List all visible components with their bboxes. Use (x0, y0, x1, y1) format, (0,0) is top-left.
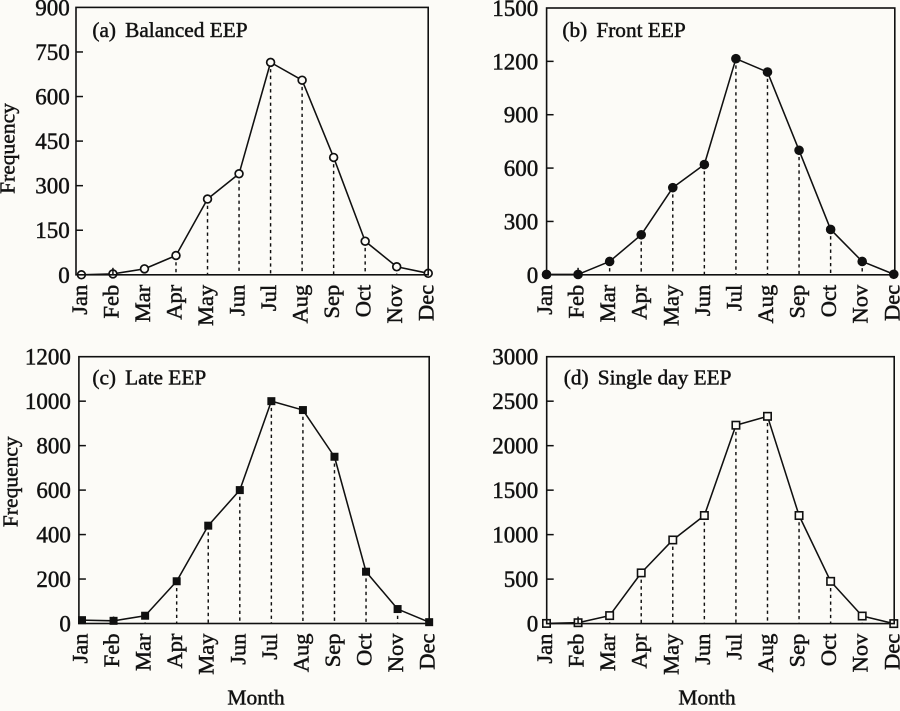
svg-text:(a) Balanced EEP: (a) Balanced EEP (92, 18, 247, 42)
svg-text:800: 800 (36, 434, 71, 459)
svg-text:600: 600 (36, 478, 71, 503)
svg-text:Nov: Nov (383, 633, 408, 672)
svg-text:Feb: Feb (564, 285, 589, 319)
svg-text:Oct: Oct (352, 633, 377, 666)
svg-text:1000: 1000 (492, 523, 538, 548)
svg-text:Aug: Aug (288, 285, 313, 324)
svg-text:Feb: Feb (98, 285, 123, 319)
svg-text:3000: 3000 (492, 345, 538, 370)
svg-text:Jan: Jan (532, 285, 557, 315)
svg-text:(d) Single day EEP: (d) Single day EEP (564, 365, 732, 389)
svg-text:400: 400 (36, 523, 71, 548)
svg-text:Sep: Sep (319, 285, 344, 319)
svg-text:Sep: Sep (320, 634, 345, 668)
svg-text:Feb: Feb (564, 634, 589, 668)
svg-text:Jun: Jun (225, 285, 250, 316)
svg-text:2500: 2500 (492, 389, 538, 414)
svg-text:Jan: Jan (532, 634, 557, 664)
svg-text:Dec: Dec (415, 633, 440, 669)
svg-text:Oct: Oct (816, 633, 841, 666)
svg-text:Jun: Jun (225, 634, 250, 665)
svg-text:(c) Late EEP: (c) Late EEP (92, 365, 206, 389)
svg-text:600: 600 (504, 156, 539, 181)
svg-text:May: May (658, 633, 683, 675)
svg-text:300: 300 (35, 174, 70, 199)
svg-text:0: 0 (59, 611, 71, 636)
svg-text:1500: 1500 (492, 478, 538, 503)
svg-text:1000: 1000 (25, 389, 71, 414)
svg-text:Apr: Apr (162, 633, 187, 668)
svg-text:Sep: Sep (785, 634, 810, 668)
svg-text:Month: Month (227, 685, 285, 706)
svg-text:Aug: Aug (753, 634, 778, 673)
svg-text:Mar: Mar (131, 633, 156, 671)
svg-text:1200: 1200 (492, 49, 538, 74)
svg-text:Nov: Nov (848, 284, 873, 323)
svg-text:0: 0 (58, 263, 70, 288)
svg-text:Month: Month (678, 685, 736, 706)
svg-text:Aug: Aug (288, 634, 313, 673)
svg-text:Frequency: Frequency (0, 103, 20, 194)
svg-text:May: May (194, 633, 219, 675)
svg-text:Jul: Jul (256, 285, 281, 311)
svg-text:May: May (658, 284, 683, 326)
svg-text:Oct: Oct (816, 284, 841, 317)
svg-text:0: 0 (527, 612, 539, 637)
svg-text:900: 900 (35, 0, 70, 20)
svg-text:2000: 2000 (492, 434, 538, 459)
svg-text:Dec: Dec (414, 285, 439, 321)
svg-text:Aug: Aug (753, 285, 778, 324)
svg-text:Sep: Sep (785, 285, 810, 319)
svg-text:(b) Front EEP: (b) Front EEP (562, 18, 685, 42)
svg-text:May: May (193, 284, 218, 326)
svg-text:1200: 1200 (25, 345, 71, 370)
svg-text:Jul: Jul (257, 634, 282, 660)
svg-text:Mar: Mar (595, 284, 620, 322)
svg-text:Apr: Apr (627, 284, 652, 319)
svg-text:Nov: Nov (382, 284, 407, 323)
svg-text:450: 450 (35, 129, 70, 154)
svg-text:150: 150 (35, 218, 70, 243)
svg-text:Jul: Jul (721, 634, 746, 660)
svg-text:Mar: Mar (130, 284, 155, 322)
svg-text:200: 200 (36, 567, 71, 592)
svg-text:Dec: Dec (879, 285, 900, 321)
svg-text:Nov: Nov (848, 633, 873, 672)
svg-text:1500: 1500 (492, 0, 538, 21)
svg-text:600: 600 (35, 84, 70, 109)
svg-text:Oct: Oct (351, 284, 376, 317)
svg-text:300: 300 (504, 209, 539, 234)
svg-text:900: 900 (504, 103, 539, 128)
svg-text:0: 0 (527, 263, 539, 288)
svg-text:Jan: Jan (68, 634, 93, 664)
svg-text:Jan: Jan (67, 285, 92, 315)
svg-text:Mar: Mar (595, 633, 620, 671)
svg-text:Jun: Jun (690, 634, 715, 665)
svg-text:Jul: Jul (721, 285, 746, 311)
svg-text:Apr: Apr (627, 633, 652, 668)
svg-text:750: 750 (35, 40, 70, 65)
svg-text:Jun: Jun (690, 285, 715, 316)
svg-text:Frequency: Frequency (0, 436, 23, 527)
svg-text:Feb: Feb (99, 634, 124, 668)
svg-text:Apr: Apr (161, 284, 186, 319)
svg-text:500: 500 (504, 567, 539, 592)
svg-text:Dec: Dec (879, 634, 900, 670)
